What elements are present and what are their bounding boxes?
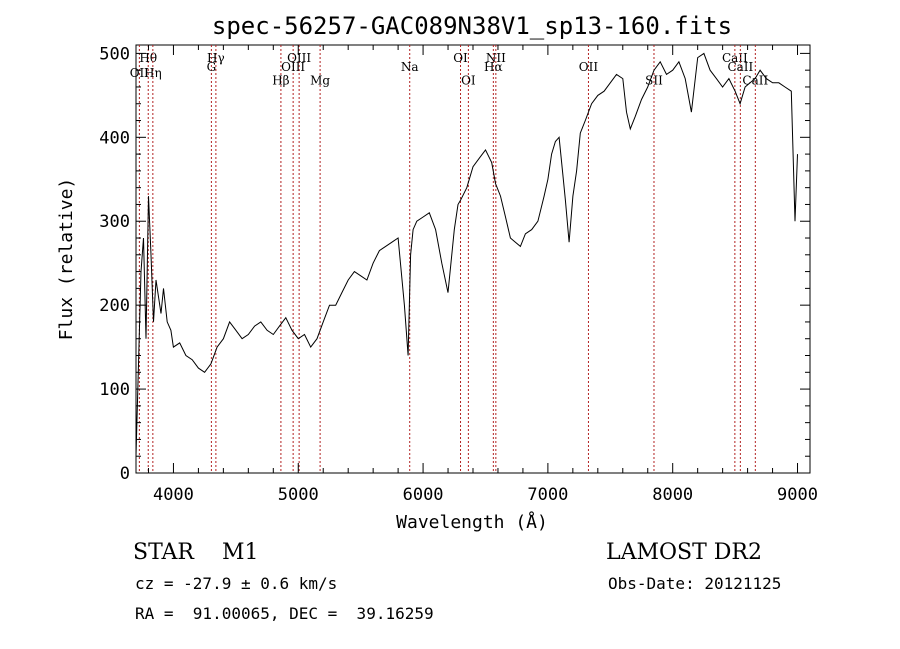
line-label: NII [486,51,506,65]
survey-name: LAMOST DR2 [606,540,762,565]
object-class: STAR M1 [133,540,259,565]
line-label: OII [579,60,599,74]
y-tick-label: 0 [120,464,130,484]
y-tick-label: 100 [99,380,130,400]
line-label: CaII [727,60,753,74]
chart-title: spec-56257-GAC089N38V1_sp13-160.fits [212,12,732,40]
plot-frame [135,44,811,474]
y-axis-label: Flux (relative) [56,178,77,341]
line-label: Hα [484,60,503,74]
y-tick-label: 200 [99,296,130,316]
observation-date: Obs-Date: 20121125 [608,574,782,593]
x-tick-label: 8000 [652,485,693,505]
y-tick-label: 500 [99,44,130,64]
y-tick-label: 300 [99,212,130,232]
x-tick-label: 5000 [278,485,319,505]
axis-ticks: 4000 5000 6000 7000 8000 9000 0 100 200 300 400 500 [99,44,818,505]
spectrum-series-line [135,52,798,457]
line-label: Na [401,60,419,74]
line-label: Hη [144,66,162,80]
y-tick-label: 400 [99,128,130,148]
line-label: OI [461,74,476,88]
line-label: OI [453,51,468,65]
line-label: G [207,60,217,74]
x-axis-label: Wavelength (Å) [396,511,548,533]
line-label: CaII [722,51,748,65]
line-label: OIII [287,51,311,65]
line-label: SII [645,74,663,88]
x-tick-label: 6000 [403,485,444,505]
x-tick-label: 4000 [153,485,194,505]
line-label: Mg [310,74,330,88]
line-label: OII [130,66,150,80]
x-tick-label: 7000 [527,485,568,505]
redshift-velocity: cz = -27.9 ± 0.6 km/s [135,574,338,593]
coordinates: RA = 91.00065, DEC = 39.16259 [135,604,434,623]
line-label: Hβ [272,74,289,88]
x-tick-label: 9000 [777,485,818,505]
